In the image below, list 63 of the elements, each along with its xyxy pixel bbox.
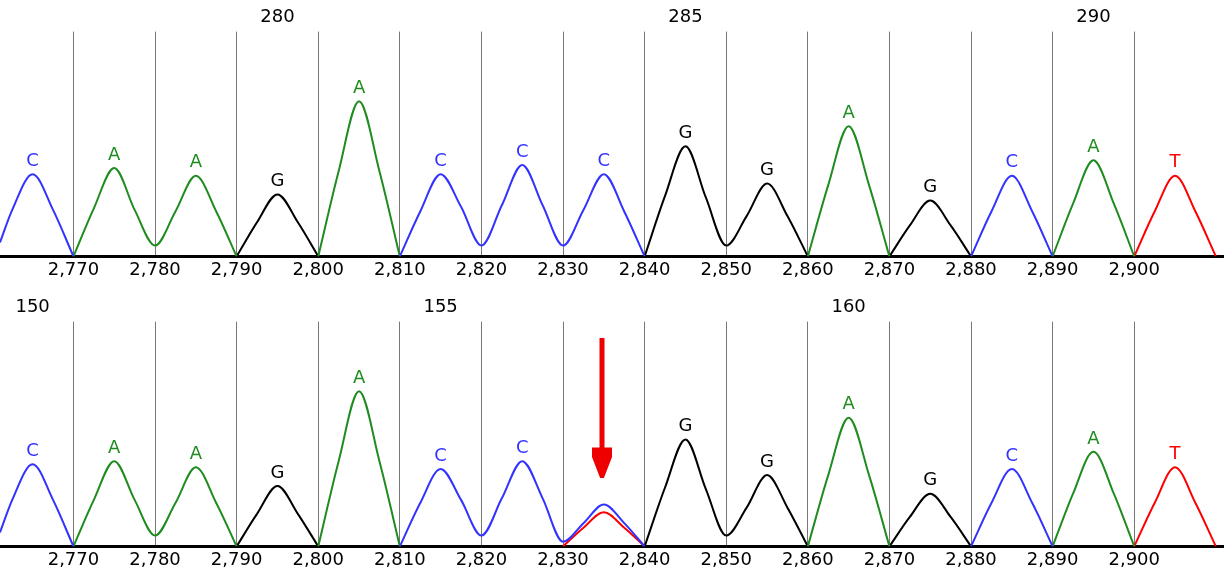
x-tick-label: 2,840 <box>618 257 671 279</box>
annotation: C <box>26 438 39 460</box>
x-tick-label: 2,770 <box>47 547 100 569</box>
annotation: A <box>842 392 856 414</box>
x-tick-label: 2,860 <box>782 257 834 279</box>
x-tick-label: 2,850 <box>700 547 753 569</box>
x-tick-label: 2,840 <box>618 547 671 569</box>
x-tick-label: 2,800 <box>292 547 345 569</box>
x-tick-label: 2,880 <box>945 257 997 279</box>
x-tick-label: 2,820 <box>455 257 508 279</box>
annotation: G <box>760 158 775 180</box>
x2-tick-label: 285 <box>668 5 703 27</box>
x-tick-label: 2,810 <box>374 257 426 279</box>
annotation: A <box>108 435 122 457</box>
x-tick-label: 2,830 <box>537 257 589 279</box>
x2-tick-label: 150 <box>15 295 50 317</box>
annotation: A <box>108 142 122 164</box>
x2-tick-label: 155 <box>423 295 458 317</box>
annotation: T <box>1168 150 1182 172</box>
x-tick-label: 2,810 <box>374 547 426 569</box>
annotation: C <box>515 435 529 457</box>
x-tick-label: 2,890 <box>1026 547 1079 569</box>
annotation: G <box>270 169 285 191</box>
x-tick-label: 2,870 <box>863 257 916 279</box>
annotation: A <box>1087 426 1101 448</box>
x-tick-label: 2,790 <box>210 257 263 279</box>
annotation: A <box>189 150 203 172</box>
x-tick-label: 2,900 <box>1108 547 1161 569</box>
annotation: G <box>760 449 775 471</box>
annotation: A <box>352 76 366 98</box>
x-tick-label: 2,860 <box>782 547 834 569</box>
annotation: C <box>597 148 611 170</box>
x-tick-label: 2,900 <box>1108 257 1161 279</box>
annotation: G <box>923 175 938 197</box>
x-tick-label: 2,850 <box>700 257 753 279</box>
annotation: G <box>270 460 285 482</box>
x-tick-label: 2,830 <box>537 547 589 569</box>
x2-tick-label: 280 <box>260 5 295 27</box>
x-tick-label: 2,870 <box>863 547 916 569</box>
annotation: A <box>1087 134 1101 156</box>
annotation: C <box>434 443 447 465</box>
annotation: G <box>678 414 693 436</box>
annotation: C <box>434 148 447 170</box>
annotation: C <box>26 148 39 170</box>
annotation: G <box>923 468 938 490</box>
x2-tick-label: 290 <box>1076 5 1111 27</box>
x-tick-label: 2,800 <box>292 257 345 279</box>
x-tick-label: 2,780 <box>129 257 181 279</box>
x-tick-label: 2,880 <box>945 547 997 569</box>
annotation: G <box>678 121 693 142</box>
annotation: T <box>1168 442 1182 463</box>
x-tick-label: 2,890 <box>1026 257 1079 279</box>
annotation: A <box>842 100 856 122</box>
annotation: A <box>189 442 203 463</box>
annotation: C <box>1005 150 1019 172</box>
annotation: A <box>352 366 366 388</box>
x2-tick-label: 160 <box>831 295 866 317</box>
annotation: C <box>515 139 529 161</box>
annotation: C <box>1005 443 1019 465</box>
x-tick-label: 2,780 <box>129 547 181 569</box>
x-tick-label: 2,770 <box>47 257 100 279</box>
x-tick-label: 2,790 <box>210 547 263 569</box>
x-tick-label: 2,820 <box>455 547 508 569</box>
